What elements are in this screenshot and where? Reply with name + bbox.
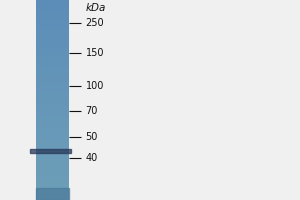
Text: kDa: kDa (85, 3, 106, 13)
Bar (30, 149, 70, 153)
Text: 250: 250 (85, 18, 104, 28)
Text: 100: 100 (85, 81, 104, 91)
Text: 50: 50 (85, 132, 98, 142)
Text: 70: 70 (85, 106, 98, 116)
Text: 150: 150 (85, 48, 104, 58)
Bar (36, 188, 69, 200)
Text: 40: 40 (85, 153, 98, 163)
